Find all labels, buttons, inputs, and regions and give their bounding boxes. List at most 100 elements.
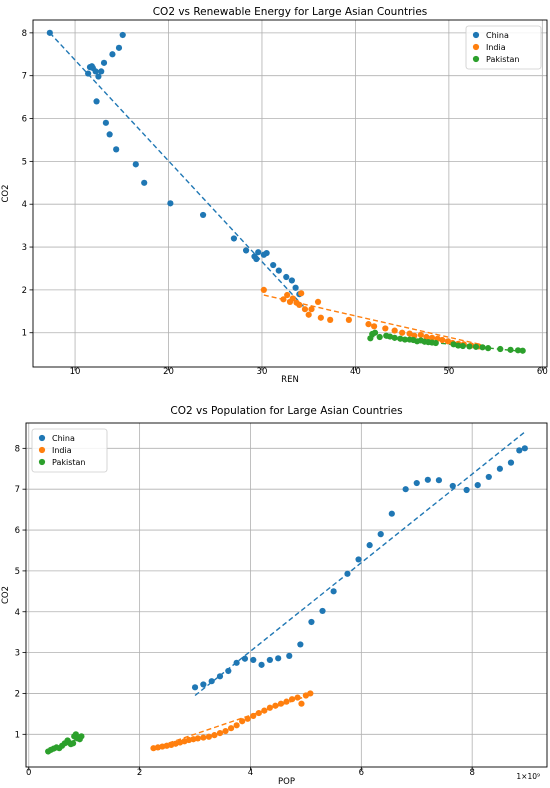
chart-1-point-india-10 (308, 306, 315, 313)
chart-1-point-india-12 (317, 314, 324, 321)
chart-2-point-china-16 (344, 570, 351, 577)
chart-2-y-tick-label-6: 7 (15, 485, 20, 495)
chart-2-point-india-22 (261, 707, 268, 714)
chart-2-point-india-25 (277, 700, 285, 707)
chart-1-point-india-11 (314, 298, 322, 305)
chart-1-point-china-6 (93, 98, 100, 105)
chart-1-y-tick-label-5: 6 (22, 115, 27, 125)
chart-1-point-china-16 (132, 161, 139, 168)
chart-2-point-china-27 (474, 481, 481, 489)
chart-1-trend-line-india (263, 294, 482, 346)
chart-1-point-india-26 (439, 336, 446, 344)
chart-1-point-pakistan-16 (432, 339, 439, 347)
chart-2-point-china-5 (233, 659, 240, 666)
chart-1-point-india-15 (365, 321, 372, 328)
chart-2-series-pakistan (45, 731, 85, 755)
chart-1-point-china-9 (100, 59, 108, 66)
chart-1-point-pakistan-3 (376, 333, 383, 341)
chart-1-point-china-13 (113, 146, 120, 153)
chart-2-point-china-32 (521, 445, 528, 452)
chart-1-point-china-5 (92, 68, 99, 75)
chart-1-y-axis-label: CO2 (1, 184, 11, 202)
chart-2-point-india-27 (288, 696, 296, 703)
chart-1-legend-label-pakistan: Pakistan (486, 55, 520, 64)
chart-2-point-india-20 (250, 712, 257, 720)
chart-1-point-pakistan-7 (397, 335, 404, 342)
chart-2-point-china-13 (308, 618, 315, 626)
chart-1-legend-box (465, 25, 542, 70)
chart-2-legend-label-india: India (52, 446, 72, 455)
chart-1-point-china-28 (275, 267, 282, 274)
chart-2-point-india-15 (222, 727, 229, 735)
chart-1-point-pakistan-22 (479, 344, 486, 351)
chart-2-legend-box (31, 428, 108, 473)
chart-1-point-china-10 (102, 119, 109, 126)
chart-2-point-india-16 (227, 725, 235, 732)
chart-2-point-china-0 (191, 684, 199, 691)
chart-2-title: CO2 vs Population for Large Asian Countr… (170, 405, 402, 417)
chart-1-legend-marker-china (472, 31, 480, 39)
chart-2-y-tick-label-7: 8 (15, 444, 20, 454)
chart-1-point-china-0 (46, 29, 53, 36)
chart-1-point-china-8 (98, 68, 105, 75)
chart-2-legend-marker-china (38, 434, 46, 442)
chart-1-y-tick-label-6: 7 (22, 72, 27, 82)
chart-2-point-china-9 (266, 656, 273, 664)
chart-2-series-china (191, 445, 528, 691)
chart-1-point-india-23 (423, 333, 430, 341)
chart-1-y-tick-label-0: 1 (22, 329, 27, 339)
chart-1-point-india-17 (382, 325, 389, 332)
chart-1-point-china-21 (242, 247, 250, 254)
chart-2-legend-marker-india (38, 446, 46, 454)
chart-2-point-india-21 (255, 709, 262, 717)
chart-1-point-china-17 (141, 179, 148, 186)
chart-1-point-pakistan-25 (507, 346, 514, 353)
chart-2-y-tick-label-1: 2 (15, 689, 20, 699)
chart-2-y-axis-label: CO2 (1, 586, 11, 604)
chart-1-point-india-8 (301, 306, 309, 313)
chart-2-point-india-31 (307, 690, 314, 697)
chart-1-y-tick-label-2: 3 (22, 243, 27, 253)
chart-1-legend-label-china: China (486, 31, 509, 40)
chart-1-point-pakistan-27 (519, 347, 526, 354)
chart-1-point-india-22 (417, 331, 424, 338)
chart-2-point-china-25 (449, 482, 456, 490)
chart-1-point-india-4 (289, 295, 296, 302)
chart-1-legend: China India Pakistan (465, 25, 542, 70)
chart-2-point-china-6 (241, 655, 249, 662)
chart-1-point-china-12 (109, 51, 116, 58)
chart-1-point-india-0 (260, 286, 267, 293)
chart-1-point-china-15 (119, 31, 126, 39)
chart-2-point-china-8 (258, 661, 265, 668)
chart-1-point-pakistan-18 (455, 342, 462, 349)
chart-1-point-china-19 (199, 211, 207, 219)
chart-1-point-india-18 (391, 327, 398, 334)
chart-2-x-tick-label-2: 4 (248, 768, 253, 778)
chart-1-x-tick-label-1: 20 (163, 367, 174, 377)
chart-2-point-china-15 (330, 588, 337, 595)
chart-2-legend: China India Pakistan (31, 428, 108, 473)
chart-2-point-china-4 (225, 667, 232, 675)
chart-1-point-india-14 (345, 316, 352, 323)
chart-1-point-india-1 (280, 296, 287, 303)
chart-2-point-india-24 (272, 702, 279, 709)
chart-1: 10 20 30 40 50 60 1 2 3 4 5 6 7 8 CO2 vs Renewable Ene… (1, 6, 548, 385)
chart-1-point-china-27 (270, 261, 277, 269)
chart-2-point-india-28 (294, 694, 301, 701)
chart-1-point-pakistan-20 (466, 343, 473, 350)
chart-1-legend-marker-pakistan (472, 55, 480, 63)
chart-1-point-pakistan-17 (450, 341, 457, 348)
chart-2-y-tick-label-4: 5 (15, 567, 20, 577)
chart-1-point-india-6 (296, 301, 303, 308)
chart-2-point-india-23 (266, 704, 273, 711)
chart-1-legend-label-india: India (486, 43, 506, 52)
chart-2-point-china-3 (216, 673, 224, 680)
chart-1-point-india-9 (305, 311, 312, 318)
chart-1-y-tick-label-1: 2 (22, 286, 27, 296)
chart-1-point-china-14 (115, 44, 123, 51)
chart-1-point-china-30 (288, 277, 295, 284)
chart-2-legend-marker-pakistan (38, 458, 46, 466)
chart-2-series-india (150, 690, 314, 752)
chart-1-point-pakistan-2 (371, 329, 379, 336)
chart-2-point-india-14 (216, 729, 224, 737)
